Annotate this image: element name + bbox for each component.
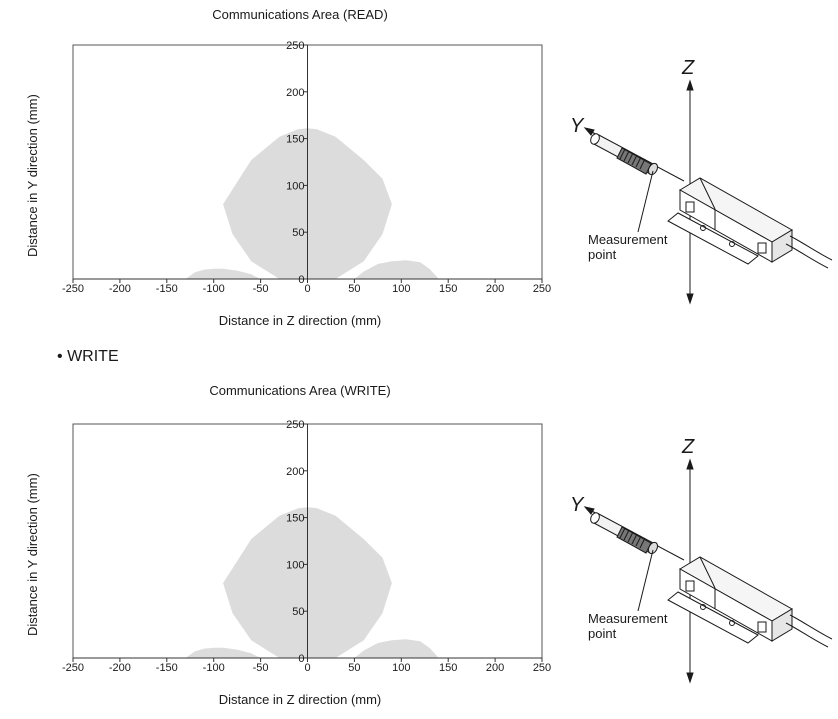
- x-tick-label: 100: [392, 283, 410, 295]
- y-axis-label: Distance in Y direction (mm): [25, 94, 40, 257]
- y-tick-label: 100: [286, 559, 304, 571]
- x-tick-label: 50: [348, 662, 360, 674]
- y-axis-label: Distance in Y direction (mm): [25, 473, 40, 636]
- measurement-label-line-1: Measurement: [588, 232, 668, 247]
- measurement-label-line-2: point: [588, 626, 617, 641]
- y-tick-label: 150: [286, 134, 304, 146]
- x-tick-label: 0: [304, 662, 310, 674]
- y-axis-letter: Y: [570, 115, 585, 137]
- x-tick-label: -100: [203, 283, 225, 295]
- x-tick-label: 250: [533, 283, 551, 295]
- measurement-label-line-1: Measurement: [588, 611, 668, 626]
- write-panel: Communications Area (WRITE) -250 -200 -150…: [0, 379, 838, 719]
- sensor-illustration: Z Y: [570, 436, 833, 684]
- x-tick-label: -150: [156, 662, 178, 674]
- y-tick-label: 0: [298, 274, 304, 286]
- x-tick-label: 0: [304, 283, 310, 295]
- measurement-leader: [637, 170, 654, 233]
- area-region-1: [185, 647, 261, 658]
- x-tick-label: -50: [253, 283, 269, 295]
- area-region-1: [185, 268, 261, 279]
- z-axis-letter: Z: [681, 57, 695, 79]
- x-tick-label: -200: [109, 283, 131, 295]
- z-axis-arrow-bottom: [686, 293, 694, 305]
- y-tick-label: 250: [286, 419, 304, 431]
- y-axis-arrow: [583, 506, 595, 515]
- area-region-2: [354, 260, 439, 279]
- x-tick-label: -250: [62, 662, 84, 674]
- y-tick-label: 200: [286, 87, 304, 99]
- x-tick-label: 200: [486, 283, 504, 295]
- y-tick-label: 0: [298, 653, 304, 665]
- x-tick-label: 200: [486, 662, 504, 674]
- x-tick-label: -150: [156, 283, 178, 295]
- sensor-diagram: Z Y: [560, 50, 838, 310]
- reader-side: [771, 229, 793, 263]
- measurement-label-line-2: point: [588, 247, 617, 262]
- reader-side: [771, 608, 793, 642]
- x-tick-label: -200: [109, 662, 131, 674]
- measurement-leader: [637, 549, 654, 612]
- section-header-write: • WRITE: [57, 348, 119, 366]
- read-chart: -250 -200 -150 -100 -50 0 50 100 150 200 250 0 50 100…: [62, 40, 551, 295]
- y-tick-label: 150: [286, 513, 304, 525]
- sensor-diagram: Z Y: [560, 429, 838, 689]
- x-tick-label: -250: [62, 283, 84, 295]
- x-tick-label: 250: [533, 662, 551, 674]
- y-axis-arrow: [583, 127, 595, 136]
- y-tick-label: 200: [286, 466, 304, 478]
- measurement-point-label: Measurement point: [588, 611, 667, 641]
- bullet: •: [57, 348, 63, 365]
- chart-title: Communications Area (READ): [212, 7, 388, 22]
- x-tick-label: 150: [439, 283, 457, 295]
- write-chart: -250 -200 -150 -100 -50 0 50 100 150 200 250 0 50 100…: [62, 419, 551, 674]
- sensor-illustration: Z Y: [570, 57, 833, 305]
- x-axis-label: Distance in Z direction (mm): [218, 692, 382, 707]
- z-axis-arrow-bottom: [686, 672, 694, 684]
- y-tick-label: 50: [292, 606, 304, 618]
- y-tick-label: 50: [292, 227, 304, 239]
- area-region-2: [354, 639, 439, 658]
- chart-title: Communications Area (WRITE): [209, 383, 391, 398]
- x-tick-label: -50: [253, 662, 269, 674]
- x-tick-label: 100: [392, 662, 410, 674]
- x-axis-label: Distance in Z direction (mm): [218, 313, 382, 328]
- y-tick-label: 250: [286, 40, 304, 52]
- x-tick-label: 150: [439, 662, 457, 674]
- x-tick-label: 50: [348, 283, 360, 295]
- measurement-point-label: Measurement point: [588, 232, 667, 262]
- read-panel: Communications Area (READ) -250 -200 -150-…: [0, 0, 838, 340]
- z-axis-arrow-top: [686, 458, 694, 470]
- y-axis-letter: Y: [570, 494, 585, 516]
- z-axis-arrow-top: [686, 79, 694, 91]
- z-axis-letter: Z: [681, 436, 695, 458]
- section-header-text: WRITE: [67, 348, 119, 365]
- x-tick-label: -100: [203, 662, 225, 674]
- y-tick-label: 100: [286, 180, 304, 192]
